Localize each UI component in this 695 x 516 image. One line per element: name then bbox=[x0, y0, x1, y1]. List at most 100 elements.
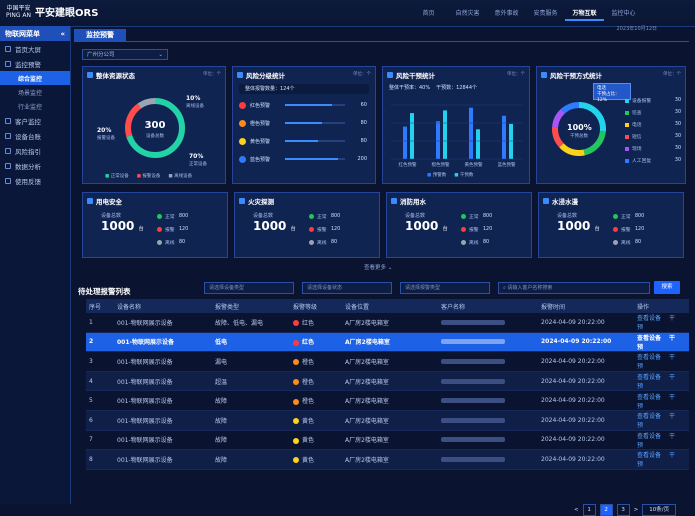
view-device-link[interactable]: 查看设备 bbox=[637, 393, 662, 401]
cell-location: A厂房2楼电箱室 bbox=[342, 410, 438, 431]
intervene-link[interactable]: 干预 bbox=[637, 334, 676, 351]
table-row[interactable]: 6 001-物联网展示设备 故障 黄色 A厂房2楼电箱室 2024-04-09 20:22… bbox=[86, 410, 689, 431]
level-text: 橙色 bbox=[302, 378, 315, 386]
alarm-type-select[interactable]: 请选择报警类型 bbox=[400, 282, 490, 294]
col-alarm-time: 报警时间 bbox=[538, 299, 634, 313]
x-label-red: 红色预警 bbox=[398, 163, 417, 168]
pagination: < 1 2 3 > 10条/页 bbox=[574, 504, 677, 516]
sidebar-item-label: 使用反馈 bbox=[15, 177, 41, 186]
sidebar-item[interactable]: 首页大屏 bbox=[0, 41, 70, 56]
view-device-link[interactable]: 查看设备 bbox=[637, 315, 662, 323]
page-1[interactable]: 1 bbox=[582, 504, 596, 516]
x-label-blue: 蓝色预警 bbox=[497, 163, 516, 168]
sidebar-item[interactable]: 设备台账 bbox=[0, 128, 70, 143]
category-title-text: 水浸水漫 bbox=[552, 198, 578, 206]
cell-alarm-level: 黄色 bbox=[290, 430, 342, 451]
intervene-link[interactable]: 干预 bbox=[637, 374, 676, 391]
table-row[interactable]: 5 001-物联网展示设备 故障 橙色 A厂房2楼电箱室 2024-04-09 20:22… bbox=[86, 390, 689, 411]
cell-alarm-time: 2024-04-09 20:22:00 bbox=[538, 430, 634, 451]
warning-dot-icon bbox=[239, 155, 246, 163]
customer-search-input[interactable]: ⌕ 请输入客户名称搜索 bbox=[498, 282, 650, 294]
intervene-link[interactable]: 干预 bbox=[637, 452, 676, 469]
intervene-link[interactable]: 干预 bbox=[637, 315, 676, 332]
category-status-row: 报警 120 bbox=[157, 226, 188, 233]
cell-actions: 查看设备 干预 bbox=[634, 449, 689, 470]
table-row[interactable]: 1 001-物联网展示设备 故障、低电、漏电 红色 A厂房2楼电箱室 2024-04-09… bbox=[86, 313, 689, 333]
table-row[interactable]: 2 001-物联网展示设备 低电 红色 A厂房2楼电箱室 2024-04-09 20:22… bbox=[86, 332, 689, 353]
col-device-name: 设备名称 bbox=[114, 299, 212, 313]
method-unit: 单位：个 bbox=[663, 72, 681, 77]
table-row[interactable]: 7 001-物联网展示设备 故障 黄色 A厂房2楼电箱室 2024-04-09 20:22… bbox=[86, 430, 689, 451]
level-dot-icon bbox=[293, 320, 299, 327]
col-actions: 操作 bbox=[634, 299, 689, 313]
prev-page-button[interactable]: < bbox=[574, 507, 579, 513]
category-status-row: 报警 120 bbox=[309, 226, 340, 233]
status-dot-icon bbox=[461, 214, 466, 219]
device-status-select[interactable]: 请选择设备状态 bbox=[302, 282, 392, 294]
sidebar-item[interactable]: 场景监控 bbox=[0, 85, 70, 99]
sidebar-item[interactable]: 监控预警 bbox=[0, 56, 70, 71]
nav-iot[interactable]: 万物互联 bbox=[565, 6, 604, 21]
company-select[interactable]: 广州分公司 ⌄ bbox=[82, 49, 168, 60]
nav-accident[interactable]: 意外事故 bbox=[494, 10, 519, 17]
status-label: 离线 bbox=[165, 241, 175, 246]
cell-customer bbox=[438, 332, 538, 353]
collapse-icon[interactable]: « bbox=[60, 29, 65, 38]
nav-natural-disaster[interactable]: 自然灾害 bbox=[455, 10, 480, 17]
cell-alarm-type: 故障 bbox=[212, 390, 290, 411]
tab-divider bbox=[74, 41, 689, 42]
intervene-bar bbox=[469, 107, 473, 159]
sidebar-item[interactable]: 行业监控 bbox=[0, 99, 70, 113]
nav-safety-service[interactable]: 安责服务 bbox=[533, 10, 558, 17]
nav-home[interactable]: 首页 bbox=[422, 10, 435, 17]
risk-row-bar-fill bbox=[285, 122, 323, 124]
status-label: 报警 bbox=[165, 228, 175, 233]
legend-value: 30 bbox=[674, 158, 681, 163]
table-row[interactable]: 4 001-物联网展示设备 超温 橙色 A厂房2楼电箱室 2024-04-09 20:22… bbox=[86, 371, 689, 392]
intervene-link[interactable]: 干预 bbox=[637, 432, 676, 449]
nav-monitor-center[interactable]: 监控中心 bbox=[611, 10, 636, 17]
method-legend-item: 人工回复 30 bbox=[625, 157, 681, 164]
intervene-link[interactable]: 干预 bbox=[637, 393, 676, 410]
tab-monitor-warning[interactable]: 监控预警 bbox=[74, 29, 126, 41]
level-dot-icon bbox=[293, 418, 299, 425]
page-size-select[interactable]: 10条/页 bbox=[642, 504, 677, 516]
table-row[interactable]: 3 001-物联网展示设备 漏电 橙色 A厂房2楼电箱室 2024-04-09 20:22… bbox=[86, 351, 689, 372]
status-value: 800 bbox=[331, 214, 341, 219]
view-more-link[interactable]: 查看更多 ⌄ bbox=[364, 265, 393, 271]
sidebar-item[interactable]: 使用反馈 bbox=[0, 173, 70, 188]
view-device-link[interactable]: 查看设备 bbox=[637, 413, 662, 421]
intervene-link[interactable]: 干预 bbox=[637, 354, 676, 371]
sidebar-item[interactable]: 客户监控 bbox=[0, 113, 70, 128]
view-device-link[interactable]: 查看设备 bbox=[637, 374, 662, 382]
intervention-method-card: 风险干预方式统计 单位：个 100% 干预总数 电话 干预占比：12% 设备报警… bbox=[536, 66, 686, 184]
table-row[interactable]: 8 001-物联网展示设备 故障 黄色 A厂房2楼电箱室 2024-04-09 20:22… bbox=[86, 449, 689, 470]
risk-row-bar bbox=[285, 122, 345, 124]
redacted-customer bbox=[441, 398, 505, 404]
view-device-link[interactable]: 查看设备 bbox=[637, 432, 662, 440]
view-device-link[interactable]: 查看设备 bbox=[637, 452, 662, 460]
status-dot-icon bbox=[613, 214, 618, 219]
sidebar-item[interactable]: 风险指引 bbox=[0, 143, 70, 158]
view-device-link[interactable]: 查看设备 bbox=[637, 354, 662, 362]
intervene-link[interactable]: 干预 bbox=[637, 413, 676, 430]
risk-row-label: 红色预警 bbox=[250, 102, 271, 109]
cell-alarm-level: 橙色 bbox=[290, 351, 342, 372]
redacted-customer bbox=[441, 378, 505, 384]
category-total: 1000 台 bbox=[405, 219, 448, 233]
level-dot-icon bbox=[293, 398, 299, 405]
cell-location: A厂房2楼电箱室 bbox=[342, 313, 438, 333]
next-page-button[interactable]: > bbox=[633, 507, 639, 513]
cell-customer bbox=[438, 449, 538, 470]
page-3[interactable]: 3 bbox=[616, 504, 630, 516]
category-status-row: 离线 80 bbox=[613, 239, 641, 246]
status-dot-icon bbox=[157, 227, 162, 232]
sidebar-item[interactable]: 综合监控 bbox=[0, 71, 70, 85]
sidebar-item-label: 首页大屏 bbox=[15, 45, 41, 54]
view-device-link[interactable]: 查看设备 bbox=[637, 334, 662, 342]
page-2[interactable]: 2 bbox=[599, 504, 613, 516]
search-button[interactable]: 搜索 bbox=[654, 281, 680, 294]
sidebar-item[interactable]: 数据分析 bbox=[0, 158, 70, 173]
device-type-select[interactable]: 请选择设备类型 bbox=[204, 282, 294, 294]
redacted-customer bbox=[441, 339, 505, 345]
